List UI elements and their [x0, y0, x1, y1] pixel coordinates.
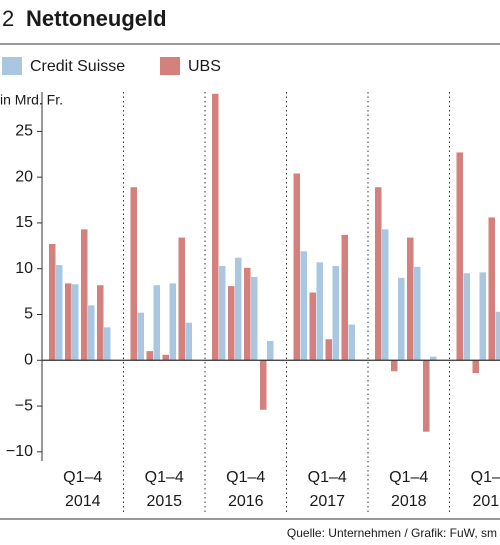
- bar: [137, 312, 144, 361]
- x-group-year: 2019: [472, 493, 500, 510]
- y-tick-label: −10: [6, 443, 33, 460]
- bar: [398, 277, 405, 361]
- x-group-label: Q1–4: [63, 469, 102, 486]
- bar: [382, 229, 389, 361]
- x-group-label: Q1–4: [226, 469, 265, 486]
- y-tick-label: 15: [15, 214, 33, 231]
- legend-label: Credit Suisse: [30, 58, 125, 75]
- y-tick-label: 20: [15, 168, 33, 185]
- y-tick-label: 0: [24, 351, 33, 368]
- legend-swatch: [160, 57, 180, 75]
- bar: [49, 243, 56, 361]
- bar: [104, 327, 111, 361]
- bar: [212, 93, 219, 361]
- bar: [97, 285, 104, 361]
- bar: [463, 273, 470, 361]
- x-group-year: 2016: [228, 493, 264, 510]
- chart-title: Nettoneugeld: [26, 6, 167, 31]
- y-tick-label: −5: [15, 397, 33, 414]
- bar: [56, 265, 63, 361]
- x-group-year: 2014: [65, 493, 101, 510]
- bar: [146, 351, 153, 361]
- bar: [251, 276, 258, 361]
- bar: [88, 305, 95, 361]
- bar: [228, 286, 235, 361]
- bar: [391, 360, 398, 372]
- bar: [169, 283, 176, 361]
- bar: [185, 322, 192, 361]
- chart-number: 2: [2, 6, 14, 31]
- bar: [348, 324, 355, 361]
- bar: [130, 187, 137, 361]
- bar: [495, 311, 500, 361]
- bar: [81, 229, 88, 361]
- y-tick-label: 10: [15, 260, 33, 277]
- bar: [235, 257, 242, 361]
- bar: [472, 360, 479, 374]
- bar: [414, 266, 421, 361]
- x-group-year: 2018: [391, 493, 427, 510]
- bar: [244, 267, 251, 361]
- bar: [316, 262, 323, 361]
- bar: [375, 187, 382, 361]
- x-group-label: Q1–4: [308, 469, 347, 486]
- bar: [456, 152, 463, 361]
- bar: [153, 285, 160, 361]
- x-group-year: 2017: [309, 493, 345, 510]
- y-tick-label: 25: [15, 123, 33, 140]
- bar: [332, 265, 339, 361]
- y-axis-label: in Mrd. Fr.: [0, 92, 63, 108]
- bar: [430, 356, 437, 361]
- bar: [267, 341, 274, 361]
- bar: [479, 272, 486, 361]
- bar: [341, 234, 348, 361]
- x-group-label: Q1–3: [471, 469, 500, 486]
- x-group-label: Q1–4: [145, 469, 184, 486]
- bar: [325, 339, 332, 361]
- source: Quelle: Unternehmen / Grafik: FuW, sm: [287, 526, 497, 540]
- bar: [72, 284, 79, 361]
- x-group-year: 2015: [146, 493, 182, 510]
- bar: [293, 173, 300, 361]
- bar: [488, 217, 495, 361]
- bar: [260, 360, 267, 410]
- bar: [300, 251, 307, 361]
- bar: [407, 237, 414, 361]
- bar: [162, 354, 169, 361]
- bar: [178, 237, 185, 361]
- bar: [65, 283, 72, 361]
- legend-swatch: [2, 57, 22, 75]
- bar: [219, 265, 226, 361]
- y-tick-label: 5: [24, 306, 33, 323]
- legend-label: UBS: [188, 58, 221, 75]
- x-group-label: Q1–4: [389, 469, 428, 486]
- bar: [309, 292, 316, 361]
- bar: [423, 360, 430, 432]
